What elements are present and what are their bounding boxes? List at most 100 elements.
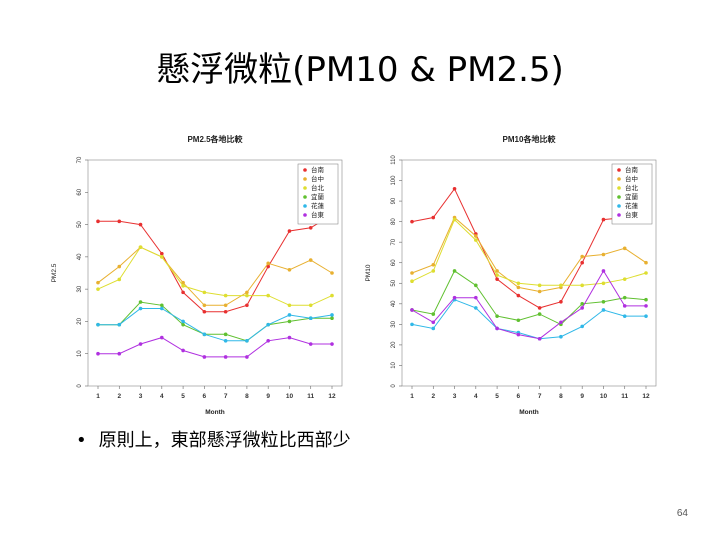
x-tick-label: 5 [181,393,185,400]
data-point [622,314,627,318]
x-tick-label: 2 [117,393,121,400]
x-tick-label: 1 [410,393,414,400]
data-point [202,290,207,295]
data-point [223,303,228,308]
data-point [330,271,334,275]
data-point [601,217,606,222]
data-point [537,289,542,294]
data-point [644,314,648,318]
x-axis-label: Month [205,409,225,416]
data-point [559,299,563,304]
page-number: 64 [676,508,688,519]
data-point [330,342,334,346]
legend-label: 台南 [311,165,325,174]
data-point [452,186,457,191]
data-point [452,295,457,300]
y-tick-label: 20 [77,317,83,324]
data-point [601,269,606,273]
data-point [580,260,584,265]
data-point [644,271,648,275]
x-tick-label: 1 [96,393,100,400]
legend-label: 花蓮 [625,201,639,210]
series-line-6 [98,337,332,358]
data-point [287,319,292,324]
y-tick-label: 60 [77,188,83,195]
data-point [537,283,542,288]
data-point [495,273,499,277]
data-point [266,261,270,266]
y-tick-label: 30 [77,285,83,292]
data-point [622,304,627,308]
data-point [431,312,436,316]
x-tick-label: 10 [286,393,294,400]
data-point [410,271,414,275]
data-point [644,260,648,265]
data-point [330,293,334,298]
data-point [308,258,313,262]
data-point [537,306,542,310]
data-point [160,303,164,308]
data-point [245,339,249,343]
legend-label: 宜蘭 [311,192,325,201]
x-tick-label: 5 [495,393,499,400]
legend-marker [303,204,307,208]
data-point [559,320,563,325]
charts-panel: PM2.5各地比較 0 10 20 30 40 50 60 70 1 2 3 4 5 6 7 8 9 10 11 12 M… [42,124,672,420]
data-point [223,355,228,359]
data-point [138,306,143,311]
y-tick-label: 50 [391,279,397,286]
data-point [160,251,164,256]
data-point [474,283,478,288]
data-point [474,234,478,238]
data-point [622,295,627,300]
data-point [410,279,414,284]
data-point [559,334,563,339]
data-point [181,290,185,295]
data-point [644,297,648,302]
legend-label: 台中 [625,174,638,183]
legend-marker [617,195,621,199]
legend-marker [303,186,307,190]
x-tick-label: 6 [517,393,521,400]
data-point [308,342,313,346]
data-point [138,300,143,304]
series-line-4 [411,270,647,326]
data-point [202,332,207,337]
data-point [202,355,207,359]
y-tick-label: 0 [391,384,397,388]
data-point [181,322,185,327]
y-tick-label: 10 [391,361,397,368]
data-point [308,226,313,230]
legend-label: 台東 [311,210,325,219]
data-point [96,322,100,327]
data-point [431,320,436,325]
data-point [138,342,143,346]
data-point [601,252,606,257]
x-tick-label: 9 [580,393,584,400]
data-point [537,336,542,341]
data-point [622,246,627,251]
data-point [644,304,648,308]
bullet-text: 原則上，東部懸浮微粒比西部少 [98,430,351,451]
data-point [474,306,478,310]
legend-marker [617,213,621,217]
data-point [601,281,606,286]
data-point [138,222,143,227]
data-point [580,324,584,329]
x-tick-label: 2 [431,393,435,400]
x-tick-label: 12 [328,393,336,400]
data-point [516,332,521,337]
data-point [181,348,185,353]
x-tick-label: 3 [453,393,457,400]
data-point [559,283,563,288]
data-point [452,269,457,273]
legend-label: 台北 [625,183,639,192]
x-tick-label: 7 [224,393,228,400]
y-tick-label: 40 [391,300,397,307]
data-point [223,309,228,314]
data-point [117,322,122,327]
legend-marker [303,213,307,217]
y-tick-label: 100 [391,175,397,186]
data-point [516,285,521,290]
